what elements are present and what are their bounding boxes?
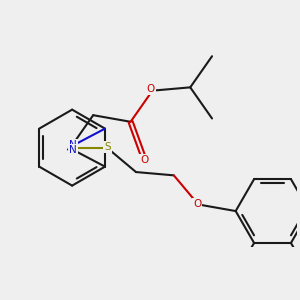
Text: S: S	[104, 142, 111, 152]
Text: O: O	[146, 84, 154, 94]
Text: O: O	[193, 199, 201, 209]
Text: O: O	[140, 155, 149, 165]
Text: N: N	[69, 145, 77, 155]
Text: N: N	[69, 140, 77, 150]
